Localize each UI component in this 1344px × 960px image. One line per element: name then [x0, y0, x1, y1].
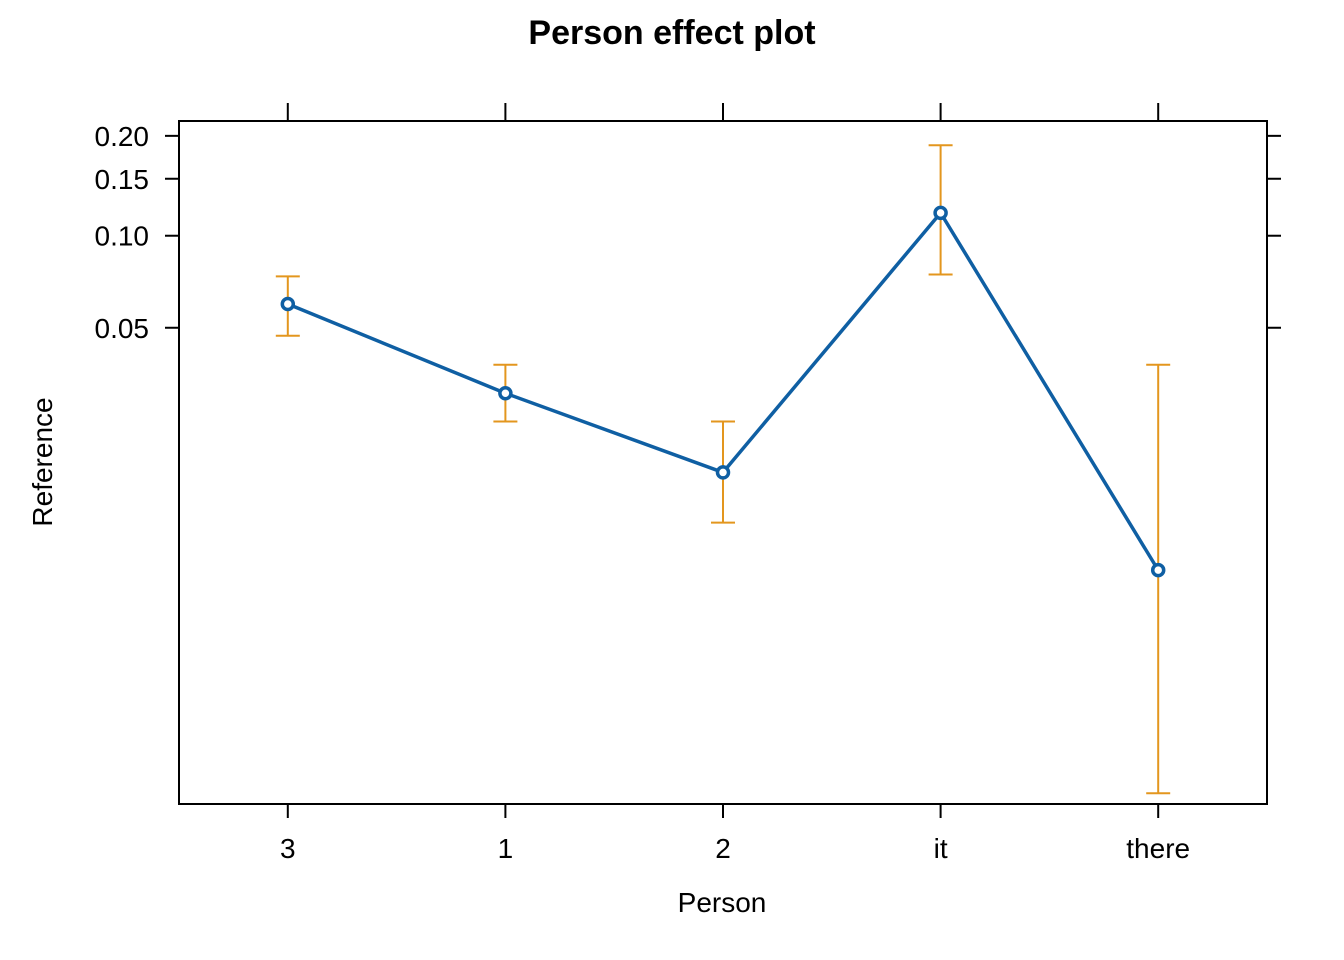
- x-tick-label: it: [934, 833, 948, 864]
- effect-point: [1150, 562, 1166, 578]
- y-tick-label: 0.10: [95, 221, 150, 252]
- x-tick-label: 1: [498, 833, 514, 864]
- effect-points: [280, 205, 1166, 578]
- y-tick-label: 0.20: [95, 121, 150, 152]
- x-axis-label: Person: [678, 887, 767, 918]
- x-tick-label: 2: [715, 833, 731, 864]
- effect-point: [280, 296, 296, 312]
- effect-point: [715, 465, 731, 480]
- y-axis: 0.05 0.10 0.15 0.20: [95, 121, 1281, 344]
- effect-point: [498, 385, 513, 401]
- y-tick-label: 0.15: [95, 164, 150, 195]
- y-tick-label: 0.05: [95, 313, 150, 344]
- x-axis: 3 1 2 it there: [280, 103, 1190, 864]
- y-axis-label: Reference: [27, 397, 58, 526]
- chart-title: Person effect plot: [528, 14, 815, 52]
- effect-point: [933, 205, 948, 221]
- x-tick-label: 3: [280, 833, 296, 864]
- x-tick-label: there: [1126, 833, 1190, 864]
